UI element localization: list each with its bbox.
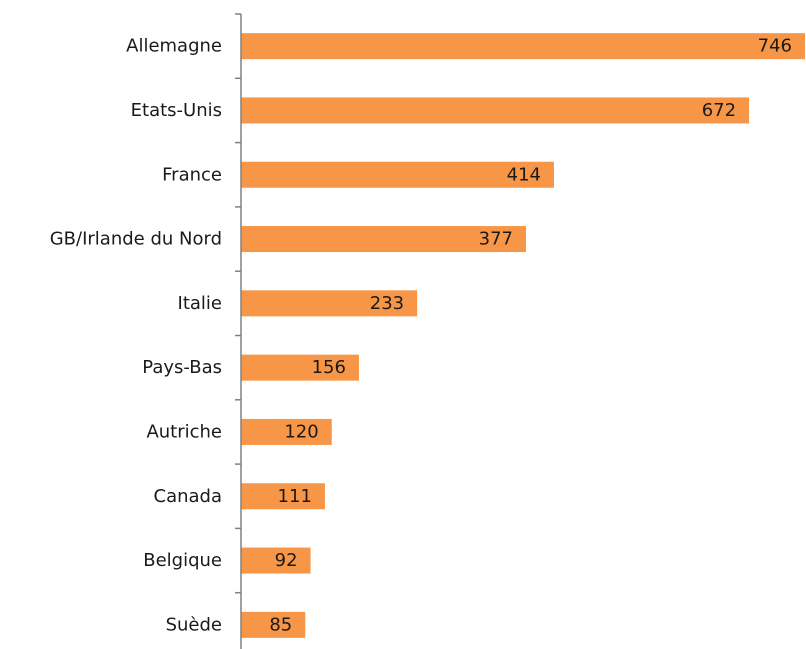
bar: [241, 611, 306, 638]
bar: [241, 226, 527, 253]
category-label: Belgique: [143, 550, 222, 571]
value-label: 414: [507, 164, 541, 185]
bars-layer: [241, 33, 805, 638]
value-label: 120: [284, 421, 318, 442]
bar: [241, 161, 554, 188]
bar: [241, 354, 359, 381]
value-label: 377: [479, 229, 513, 250]
bar: [241, 483, 325, 510]
value-label: 111: [278, 486, 312, 507]
category-label: Pays-Bas: [142, 357, 222, 378]
category-labels: Allemagne Etats-Unis France GB/Irlande du N…: [50, 36, 222, 636]
category-label: Allemagne: [126, 36, 222, 57]
value-labels: 746 672 414 377 233 156 120 111 92 85: [269, 36, 792, 636]
bar: [241, 97, 750, 124]
bar: [241, 547, 311, 574]
category-label: Autriche: [146, 421, 222, 442]
category-label: Suède: [166, 614, 222, 635]
bar: [241, 33, 805, 60]
bar: [241, 418, 332, 445]
value-label: 156: [312, 357, 346, 378]
value-label: 85: [269, 614, 292, 635]
value-label: 233: [370, 293, 404, 314]
value-label: 92: [275, 550, 298, 571]
category-label: Etats-Unis: [131, 100, 222, 121]
category-label: France: [162, 164, 222, 185]
bar: [241, 290, 418, 317]
category-label: GB/Irlande du Nord: [50, 229, 222, 250]
category-label: Italie: [178, 293, 222, 314]
category-axis: [235, 13, 242, 649]
value-label: 746: [758, 36, 792, 57]
value-label: 672: [702, 100, 736, 121]
category-label: Canada: [154, 486, 223, 507]
